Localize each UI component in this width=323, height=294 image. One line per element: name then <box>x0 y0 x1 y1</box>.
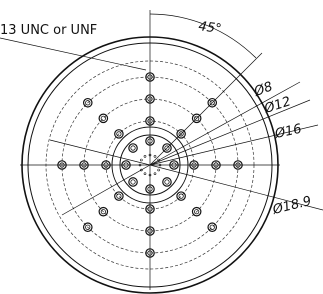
hole <box>99 114 107 122</box>
hole <box>154 155 156 157</box>
hole <box>177 192 185 200</box>
hole <box>210 225 214 229</box>
diameter-label: Ø8 <box>251 79 274 100</box>
hole <box>131 180 135 184</box>
hole <box>144 173 146 175</box>
hole <box>163 178 171 186</box>
angle-label: 45° <box>197 19 222 37</box>
diameter-label: Ø18.9 <box>270 194 313 218</box>
angle-ray <box>150 53 262 165</box>
hole <box>144 155 146 157</box>
leader <box>62 165 150 215</box>
hole <box>115 192 123 200</box>
hole <box>154 173 156 175</box>
thread-label: 13 UNC or UNF <box>0 23 97 38</box>
diameter-label: Ø16 <box>273 122 303 142</box>
hole <box>158 169 160 171</box>
hole <box>129 144 137 152</box>
hole <box>117 194 121 198</box>
housing <box>0 10 323 293</box>
leader <box>0 38 146 70</box>
hole <box>165 180 169 184</box>
hole <box>101 116 105 120</box>
hole <box>140 159 142 161</box>
hole <box>131 146 135 150</box>
hole <box>129 178 137 186</box>
hole <box>179 194 183 198</box>
hole <box>208 223 216 231</box>
drawing: 13 UNC or UNF 45° Ø8 Ø12 Ø16 Ø18.9 <box>0 0 323 294</box>
